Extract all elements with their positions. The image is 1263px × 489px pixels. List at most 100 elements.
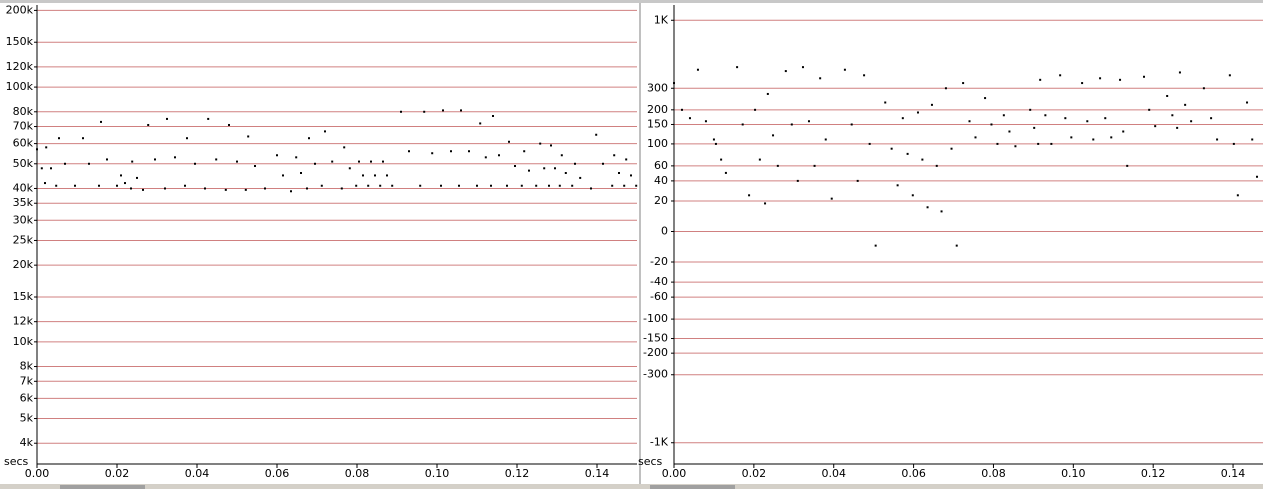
x-tick-label: 0.14 xyxy=(585,467,610,480)
data-point xyxy=(574,162,576,165)
data-point xyxy=(408,150,410,153)
data-point xyxy=(1216,138,1219,141)
y-tick-label: 20k xyxy=(13,258,34,271)
data-point xyxy=(1154,125,1157,128)
data-point xyxy=(442,109,444,112)
x-tick-label: 0.00 xyxy=(662,467,687,480)
y-tick-label: 30k xyxy=(13,213,34,226)
data-point xyxy=(1228,74,1231,77)
data-point xyxy=(400,110,402,113)
data-point xyxy=(772,134,775,137)
data-point xyxy=(1119,78,1122,81)
data-point xyxy=(801,66,804,69)
data-point xyxy=(131,160,134,163)
data-point xyxy=(758,158,761,161)
data-point xyxy=(116,184,118,187)
data-point xyxy=(564,172,567,175)
data-point xyxy=(884,101,887,104)
data-point xyxy=(1178,71,1181,74)
data-point xyxy=(247,135,250,138)
data-point xyxy=(790,123,793,126)
data-point xyxy=(896,184,899,187)
data-point xyxy=(688,117,691,120)
data-point xyxy=(1086,120,1089,123)
data-point xyxy=(1251,138,1254,141)
data-point xyxy=(863,74,866,77)
data-point xyxy=(184,184,186,187)
data-point xyxy=(276,154,278,157)
data-point xyxy=(74,184,76,187)
data-point xyxy=(754,108,757,111)
y-tick-label: 100k xyxy=(6,80,34,93)
data-point xyxy=(906,152,909,155)
x-axis-label: secs xyxy=(4,455,29,468)
data-point xyxy=(468,150,470,153)
data-point xyxy=(1176,126,1179,129)
data-point xyxy=(940,210,943,213)
data-point xyxy=(984,97,987,100)
data-point xyxy=(950,147,953,150)
y-tick-label: 15k xyxy=(13,290,34,303)
data-point xyxy=(968,120,971,123)
data-point xyxy=(343,146,346,149)
data-point xyxy=(98,184,100,187)
data-point xyxy=(1037,142,1040,145)
y-tick-label: 80k xyxy=(13,105,34,118)
data-point xyxy=(1050,142,1053,145)
data-point xyxy=(186,137,188,140)
data-point xyxy=(164,187,166,190)
data-point xyxy=(64,162,66,165)
data-point xyxy=(36,148,38,151)
data-point xyxy=(856,179,859,182)
y-tick-label: 8k xyxy=(20,360,34,373)
data-point xyxy=(571,184,574,187)
data-point xyxy=(930,103,933,106)
data-point xyxy=(194,162,196,165)
scroll-thumb[interactable] xyxy=(650,485,735,489)
data-point xyxy=(1210,117,1213,120)
y-tick-label: 0 xyxy=(661,225,668,238)
scrollbar[interactable] xyxy=(0,484,1263,489)
data-point xyxy=(450,150,452,153)
data-point xyxy=(228,123,230,126)
data-point xyxy=(484,156,487,159)
data-point xyxy=(996,142,999,145)
data-point xyxy=(314,162,316,165)
data-point xyxy=(324,130,326,133)
data-point xyxy=(207,117,210,120)
data-point xyxy=(520,184,523,187)
data-point xyxy=(1059,74,1062,77)
x-tick-label: 0.14 xyxy=(1221,467,1246,480)
y-tick-label: 100 xyxy=(647,137,668,150)
data-point xyxy=(535,184,538,187)
data-point xyxy=(50,167,52,170)
data-point xyxy=(476,184,478,187)
data-point xyxy=(391,184,394,187)
data-point xyxy=(1070,136,1073,139)
data-point xyxy=(523,150,526,153)
y-tick-label: 70k xyxy=(13,120,34,133)
data-point xyxy=(479,122,482,125)
data-point xyxy=(124,182,126,185)
y-tick-label: -200 xyxy=(643,346,668,359)
data-point xyxy=(367,184,370,187)
data-point xyxy=(764,202,767,205)
data-point xyxy=(911,194,914,197)
x-tick-label: 0.10 xyxy=(425,467,450,480)
data-point xyxy=(548,184,550,187)
y-tick-label: 35k xyxy=(13,196,34,209)
data-point xyxy=(807,120,810,123)
x-tick-label: 0.02 xyxy=(742,467,767,480)
data-point xyxy=(613,154,616,157)
x-tick-label: 0.04 xyxy=(821,467,846,480)
data-point xyxy=(579,176,582,179)
data-point xyxy=(724,171,727,174)
data-point xyxy=(974,136,977,139)
data-point xyxy=(1104,117,1107,120)
scroll-thumb[interactable] xyxy=(60,485,145,489)
data-point xyxy=(1232,142,1235,145)
data-point xyxy=(224,188,227,191)
data-point xyxy=(1029,108,1032,111)
data-point xyxy=(348,167,351,170)
data-point xyxy=(166,117,168,120)
